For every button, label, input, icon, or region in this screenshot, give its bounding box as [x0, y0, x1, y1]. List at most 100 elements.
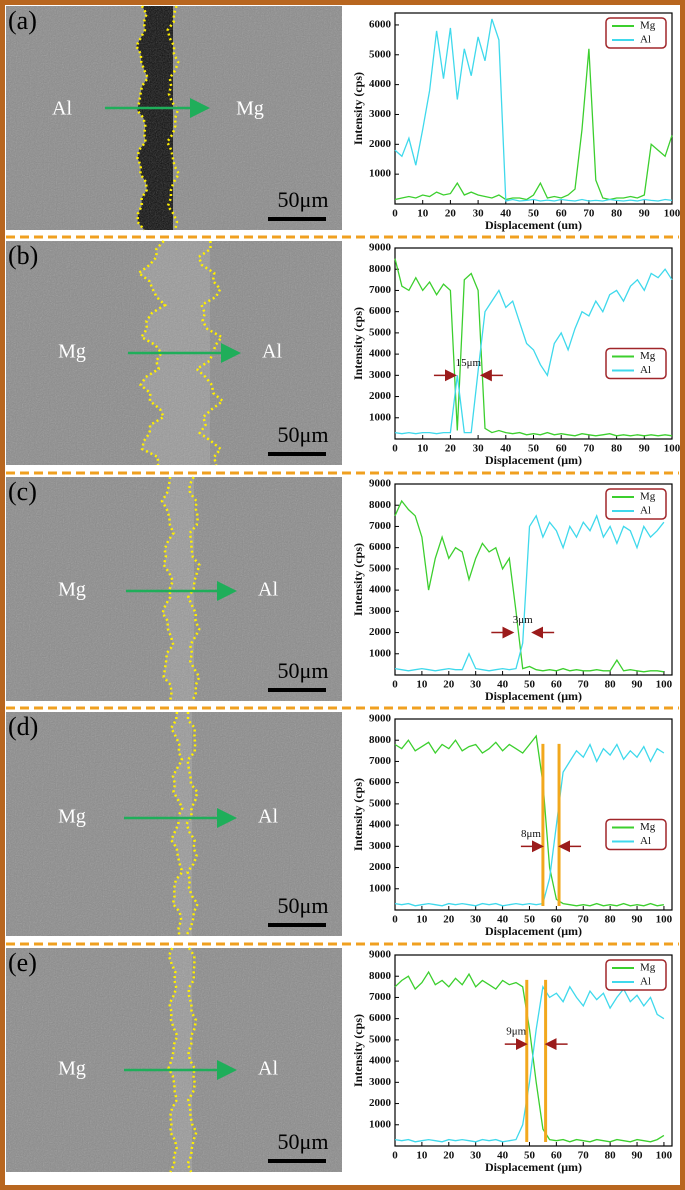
y-tick-label: 6000	[369, 18, 392, 30]
micrograph: Al Mg 50μm (a)	[6, 5, 342, 231]
x-tick-label: 30	[470, 914, 482, 926]
phase-label: Mg	[58, 1058, 86, 1080]
x-tick-label: 20	[445, 208, 457, 220]
y-tick-label: 9000	[369, 949, 392, 961]
legend-label: Al	[640, 34, 651, 46]
x-tick-label: 50	[528, 443, 540, 455]
micrograph-grain	[6, 477, 342, 701]
y-tick-label: 9000	[369, 478, 392, 490]
x-tick-label: 0	[392, 1150, 398, 1162]
scale-bar	[268, 217, 326, 221]
x-axis-title: Displacement (μm)	[485, 1160, 582, 1174]
x-tick-label: 90	[632, 1150, 644, 1162]
y-tick-label: 4000	[369, 78, 392, 90]
scale-bar	[268, 688, 326, 692]
y-axis-title: Intensity (cps)	[351, 307, 365, 380]
y-tick-label: 3000	[369, 108, 392, 120]
micrograph: Mg Al 50μm (c)	[6, 476, 342, 702]
x-tick-label: 20	[443, 679, 455, 691]
width-label: 9μm	[506, 1026, 526, 1038]
x-tick-label: 30	[470, 679, 482, 691]
legend-label: Al	[640, 976, 651, 988]
x-tick-label: 30	[470, 1150, 482, 1162]
y-tick-label: 1000	[369, 411, 392, 423]
legend-label: Mg	[640, 491, 656, 503]
x-axis-title: Displacement (μm)	[485, 453, 582, 467]
interface-boundary	[167, 947, 179, 1173]
intensity-line	[394, 734, 665, 907]
phase-label: Al	[258, 1058, 278, 1080]
legend: Mg Al	[605, 488, 667, 520]
x-tick-label: 30	[473, 443, 485, 455]
panel-label: (e)	[8, 948, 37, 977]
plot-frame	[394, 247, 673, 440]
y-tick-label: 9000	[369, 242, 392, 254]
y-tick-label: 3000	[369, 605, 392, 617]
x-tick-label: 70	[583, 208, 595, 220]
plot-frame	[394, 718, 673, 911]
y-tick-label: 1000	[369, 1118, 392, 1130]
y-tick-label: 7000	[369, 991, 392, 1003]
y-tick-label: 4000	[369, 584, 392, 596]
y-tick-label: 2000	[369, 626, 392, 638]
micrograph: Mg Al 50μm (e)	[6, 947, 342, 1173]
x-tick-label: 60	[551, 679, 563, 691]
x-tick-label: 80	[605, 1150, 617, 1162]
x-tick-label: 90	[639, 208, 651, 220]
scale-bar-label: 50μm	[278, 422, 329, 447]
x-tick-label: 60	[556, 208, 568, 220]
y-tick-label: 3000	[369, 840, 392, 852]
x-axis-title: Displacement (μm)	[485, 924, 582, 938]
y-tick-label: 5000	[369, 1033, 392, 1045]
y-tick-label: 7000	[369, 520, 392, 532]
legend-box	[605, 959, 667, 991]
x-tick-label: 40	[500, 208, 512, 220]
interface-boundary	[169, 711, 184, 937]
x-tick-label: 80	[605, 914, 617, 926]
y-tick-label: 5000	[369, 562, 392, 574]
panel-label: (d)	[8, 712, 38, 741]
intensity-line	[394, 984, 665, 1143]
x-tick-label: 90	[632, 914, 644, 926]
y-tick-label: 8000	[369, 734, 392, 746]
y-tick-label: 1000	[369, 168, 392, 180]
legend-label: Mg	[640, 962, 656, 974]
x-tick-label: 40	[497, 679, 509, 691]
scale-bar-label: 50μm	[278, 893, 329, 918]
y-tick-label: 7000	[369, 284, 392, 296]
legend: Mg Al	[605, 347, 667, 380]
scale-bar	[268, 923, 326, 927]
y-tick-label: 6000	[369, 1012, 392, 1024]
x-tick-label: 80	[611, 443, 623, 455]
x-tick-label: 20	[443, 1150, 455, 1162]
x-axis-title: Displacement (μm)	[485, 689, 582, 703]
y-axis-title: Intensity (cps)	[351, 72, 365, 145]
x-tick-label: 0	[392, 208, 398, 220]
y-tick-label: 3000	[369, 1076, 392, 1088]
legend-label: Mg	[640, 20, 656, 32]
y-tick-label: 4000	[369, 348, 392, 360]
y-tick-label: 1000	[369, 882, 392, 894]
intensity-line	[394, 742, 665, 907]
y-tick-label: 6000	[369, 776, 392, 788]
y-tick-label: 2000	[369, 861, 392, 873]
intensity-line	[394, 18, 673, 202]
legend-label: Al	[640, 364, 651, 376]
y-tick-label: 5000	[369, 48, 392, 60]
intensity-line	[394, 258, 673, 437]
x-tick-label: 50	[524, 914, 536, 926]
y-tick-label: 9000	[369, 713, 392, 725]
y-tick-label: 3000	[369, 369, 392, 381]
scale-bar-label: 50μm	[278, 658, 329, 683]
legend-label: Al	[640, 835, 651, 847]
width-label: 15μm	[456, 357, 482, 369]
x-tick-label: 0	[392, 443, 398, 455]
x-tick-label: 70	[578, 1150, 590, 1162]
x-axis-title: Displacement (um)	[485, 218, 582, 232]
x-tick-label: 10	[417, 443, 429, 455]
legend-box	[605, 347, 667, 380]
micrograph: Mg Al 50μm (d)	[6, 711, 342, 937]
x-tick-label: 60	[556, 443, 568, 455]
y-tick-label: 4000	[369, 1055, 392, 1067]
